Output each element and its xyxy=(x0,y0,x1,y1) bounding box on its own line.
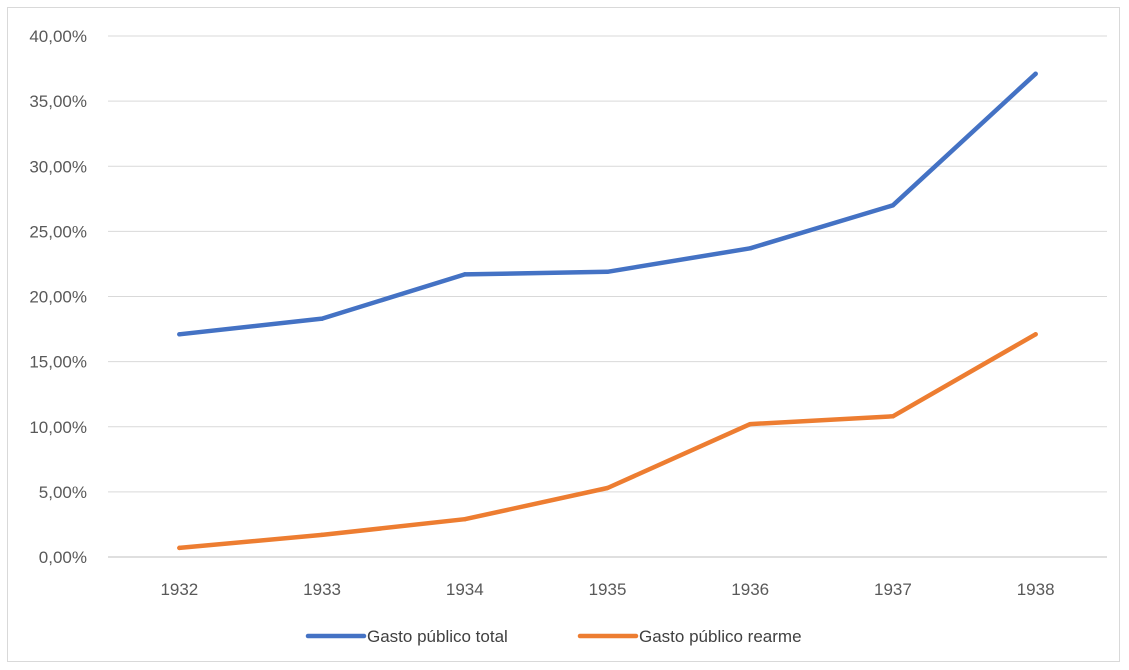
legend: Gasto público total Gasto público rearme xyxy=(305,627,802,646)
x-tick-label: 1937 xyxy=(874,580,912,599)
data-point xyxy=(1033,71,1038,76)
y-tick-label: 0,00% xyxy=(39,548,87,567)
x-tick-label: 1934 xyxy=(446,580,484,599)
y-axis-tick-labels: 0,00% 5,00% 10,00% 15,00% 20,00% 25,00% 30,00%… xyxy=(29,27,87,567)
x-axis: 1932 1933 1934 1935 1936 1937 1938 xyxy=(160,580,1054,599)
data-point xyxy=(319,532,325,538)
series-line-1 xyxy=(177,71,1038,337)
y-tick-label: 15,00% xyxy=(29,353,87,372)
data-point xyxy=(605,485,610,491)
data-point xyxy=(605,269,610,274)
data-point xyxy=(890,414,896,419)
y-tick-label: 25,00% xyxy=(29,222,87,241)
series-line-2 xyxy=(177,332,1038,551)
x-tick-label: 1936 xyxy=(731,580,769,599)
x-tick-label: 1935 xyxy=(589,580,627,599)
x-tick-label: 1932 xyxy=(160,580,198,599)
y-tick-label: 20,00% xyxy=(29,288,87,307)
legend-label-2: Gasto público rearme xyxy=(639,627,802,646)
x-tick-label: 1933 xyxy=(303,580,341,599)
y-tick-label: 35,00% xyxy=(29,92,87,111)
y-tick-label: 10,00% xyxy=(29,418,87,437)
data-point xyxy=(177,545,182,551)
data-point xyxy=(748,421,753,427)
legend-label-1: Gasto público total xyxy=(367,627,508,646)
data-point xyxy=(319,316,325,321)
data-point xyxy=(890,203,896,208)
data-point xyxy=(177,332,182,337)
data-point xyxy=(1033,332,1038,337)
y-tick-label: 30,00% xyxy=(29,157,87,176)
data-point xyxy=(462,272,467,277)
gridlines xyxy=(108,35,1107,558)
data-point xyxy=(748,246,753,251)
data-point xyxy=(462,517,467,522)
series-lines xyxy=(177,71,1038,551)
y-tick-label: 40,00% xyxy=(29,27,87,46)
y-tick-label: 5,00% xyxy=(39,483,87,502)
x-tick-label: 1938 xyxy=(1017,580,1055,599)
